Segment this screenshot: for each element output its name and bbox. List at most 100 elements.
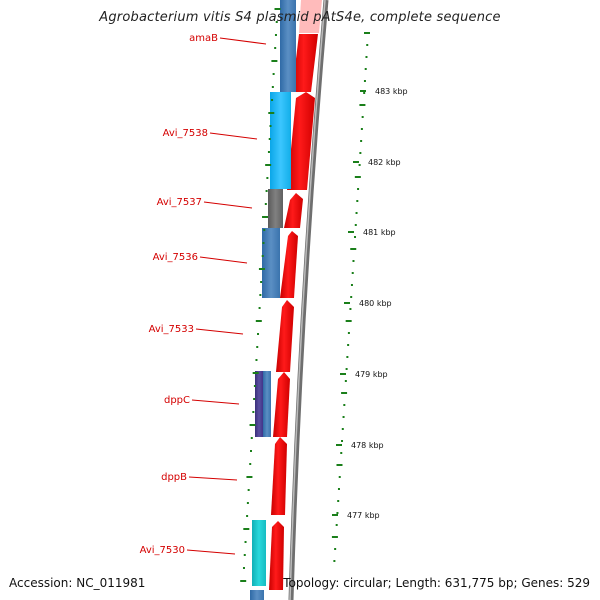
- tick-mark: [337, 500, 340, 502]
- tick-mark: [257, 333, 260, 335]
- tick-mark: [350, 296, 353, 298]
- gene-leader-line: [219, 37, 267, 45]
- major-tick: [348, 231, 354, 233]
- gene-arrow[interactable]: [273, 372, 290, 437]
- scale-label: 483 kbp: [375, 87, 408, 96]
- tick-mark: [249, 424, 256, 426]
- tick-mark: [354, 236, 357, 238]
- tick-mark: [242, 567, 245, 569]
- tick-mark: [341, 428, 344, 430]
- gene-label: Avi_7530: [140, 545, 185, 556]
- tick-mark: [366, 44, 369, 46]
- gene-leader-line: [199, 256, 248, 264]
- tick-mark: [344, 380, 347, 382]
- tick-mark: [260, 281, 263, 283]
- gene-arrow[interactable]: [276, 300, 294, 372]
- major-tick: [344, 302, 350, 304]
- tick-mark: [336, 464, 343, 466]
- major-tick: [332, 514, 338, 516]
- tick-mark: [335, 524, 338, 526]
- tick-mark: [359, 104, 366, 106]
- tick-mark: [346, 356, 349, 358]
- cog-block-steelblue[interactable]: [262, 228, 280, 298]
- cog-blocks: [250, 0, 296, 600]
- tick-mark: [350, 248, 357, 250]
- tick-mark: [244, 541, 247, 543]
- gene-labels: amaB Avi_7538 Avi_7537 Avi_7536 Avi_7533 dppC…: [140, 33, 267, 556]
- tick-mark: [345, 320, 352, 322]
- tick-mark: [255, 359, 258, 361]
- tick-mark: [258, 307, 261, 309]
- cog-block-purple[interactable]: [255, 371, 263, 437]
- tick-mark: [274, 8, 281, 10]
- tick-mark: [355, 212, 358, 214]
- cog-block-cyan[interactable]: [252, 520, 266, 586]
- tick-mark: [252, 411, 255, 413]
- tick-mark: [331, 536, 338, 538]
- gene-arrow[interactable]: [280, 231, 298, 298]
- gene-leader-line: [191, 399, 240, 405]
- gene-arrow[interactable]: [269, 521, 284, 590]
- tick-mark: [364, 32, 370, 34]
- tick-mark: [263, 229, 266, 231]
- tick-mark: [267, 151, 270, 153]
- cog-block-steelblue[interactable]: [280, 0, 296, 92]
- gene-label: Avi_7533: [149, 324, 194, 335]
- map-title: Agrobacterium vitis S4 plasmid pAtS4e, c…: [99, 10, 501, 25]
- gene-arrow[interactable]: [271, 437, 287, 515]
- tick-mark: [363, 92, 366, 94]
- tick-mark: [360, 140, 363, 142]
- tick-mark: [350, 284, 353, 286]
- major-tick: [336, 444, 342, 446]
- scale-label: 478 kbp: [351, 441, 384, 450]
- gene-leader-line: [209, 132, 258, 140]
- tick-mark: [255, 320, 262, 322]
- gene-leader-line: [188, 476, 238, 481]
- tick-mark: [364, 68, 367, 70]
- tick-mark: [359, 152, 362, 154]
- gene-label: Avi_7538: [163, 128, 208, 139]
- tick-mark: [271, 60, 278, 62]
- gene-arrow[interactable]: [292, 34, 318, 92]
- scale-label: 479 kbp: [355, 370, 388, 379]
- scale-label: 480 kbp: [359, 299, 392, 308]
- tick-mark: [345, 368, 348, 370]
- tick-mark: [253, 398, 256, 400]
- major-tick: [353, 161, 359, 163]
- tick-mark: [269, 125, 272, 127]
- cog-block-steelblue[interactable]: [250, 590, 264, 600]
- outer-tick-track: [331, 32, 370, 562]
- tick-mark: [274, 47, 277, 49]
- tick-mark: [271, 99, 274, 101]
- tick-mark: [336, 512, 339, 514]
- tick-mark: [274, 34, 277, 36]
- major-tick: [340, 373, 346, 375]
- tick-mark: [261, 255, 264, 257]
- backbone-highlight: [289, 0, 326, 600]
- tick-mark: [347, 344, 350, 346]
- major-tick: [360, 90, 366, 92]
- tick-mark: [246, 515, 249, 517]
- gene-arrow: [299, 0, 322, 33]
- cog-block-lightblue[interactable]: [270, 92, 291, 189]
- forward-strand: [269, 0, 322, 590]
- tick-mark: [360, 128, 363, 130]
- tick-mark: [338, 476, 341, 478]
- tick-mark: [246, 502, 249, 504]
- gene-arrow[interactable]: [287, 92, 315, 190]
- tick-mark: [258, 268, 265, 270]
- tick-mark: [354, 224, 357, 226]
- gene-label: amaB: [189, 33, 218, 44]
- tick-mark: [247, 489, 250, 491]
- gene-arrow[interactable]: [284, 193, 303, 228]
- tick-mark: [271, 86, 274, 88]
- inner-tick-track: [240, 8, 281, 582]
- tick-mark: [256, 346, 259, 348]
- tick-mark: [265, 190, 268, 192]
- tick-mark: [351, 272, 354, 274]
- tick-mark: [262, 216, 269, 218]
- cog-block-steelblue[interactable]: [263, 371, 271, 437]
- cog-block-gray[interactable]: [268, 189, 283, 228]
- tick-mark: [361, 116, 364, 118]
- tick-mark: [341, 440, 344, 442]
